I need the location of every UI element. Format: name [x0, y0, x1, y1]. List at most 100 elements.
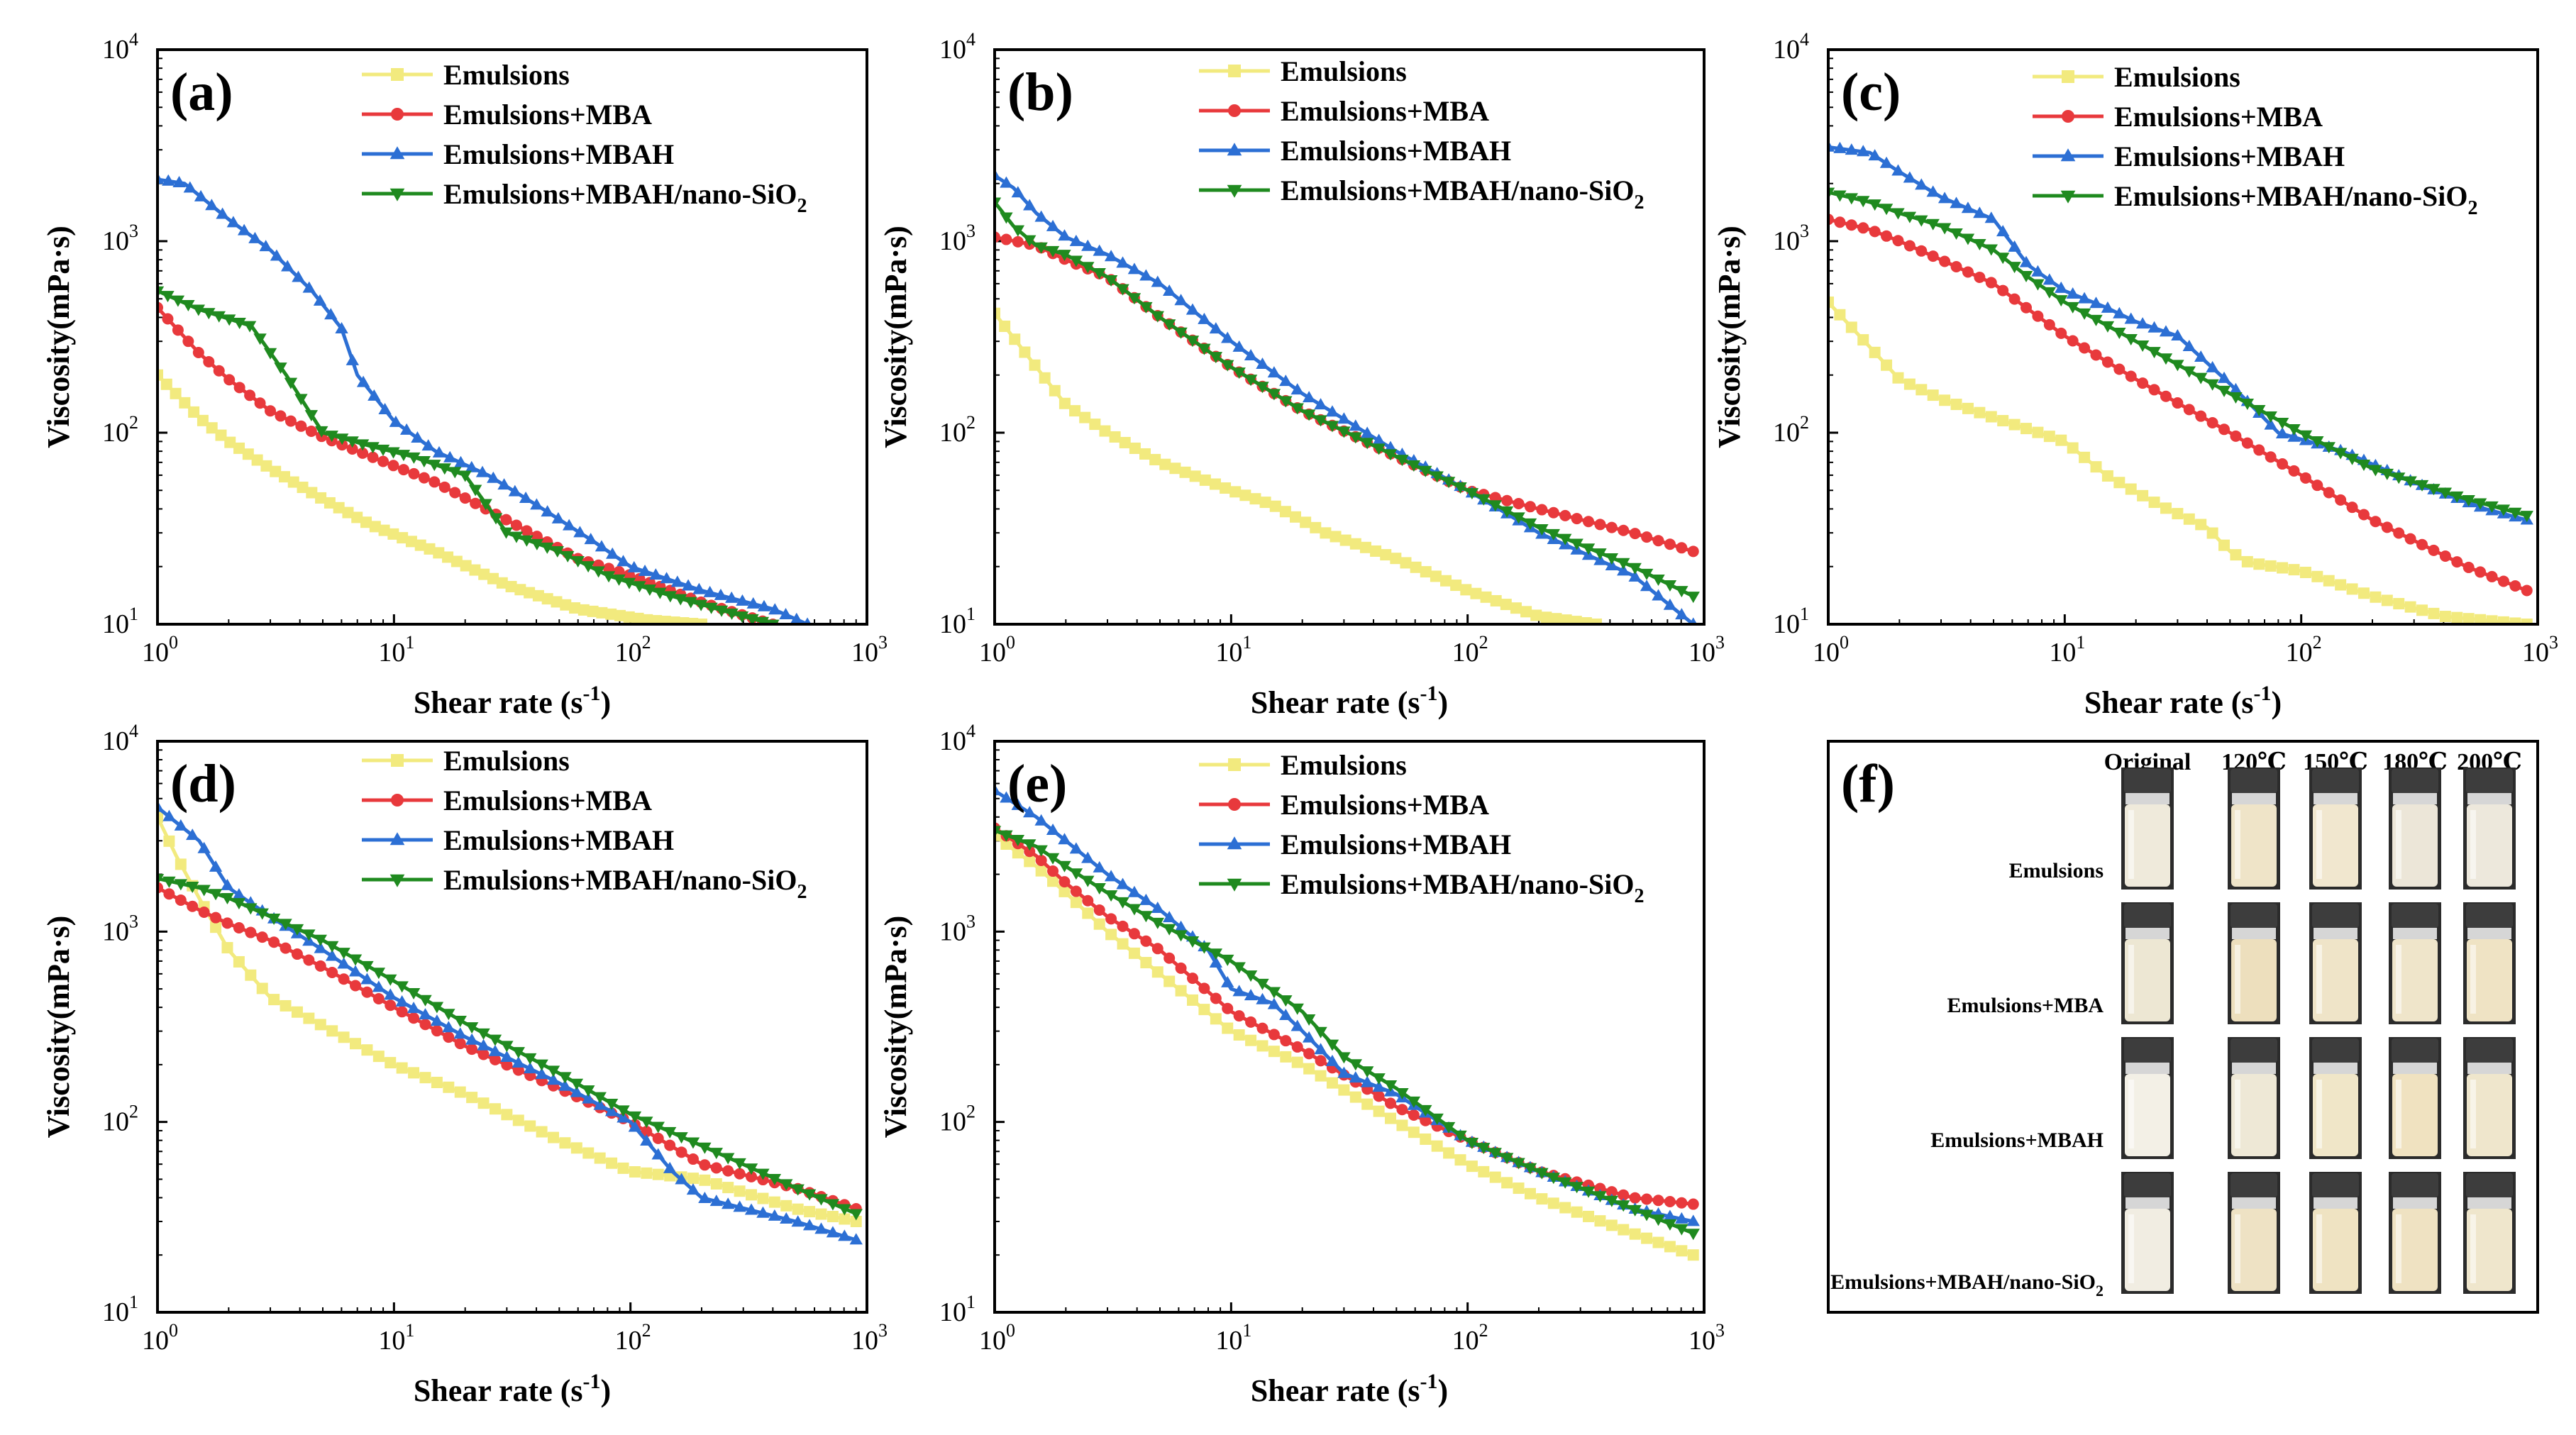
panel-label: (b)	[1007, 62, 1073, 122]
vial-liquid	[2313, 1074, 2358, 1156]
data-point	[1466, 1160, 1478, 1173]
data-point	[1117, 938, 1129, 950]
data-point	[704, 602, 718, 614]
data-point	[1081, 875, 1095, 887]
data-point	[2137, 489, 2149, 502]
data-point	[1070, 885, 1082, 897]
data-point	[2019, 255, 2033, 267]
data-point	[1198, 343, 1211, 355]
data-point	[1169, 462, 1181, 475]
plot-frame	[156, 740, 868, 1314]
data-point	[1256, 382, 1269, 394]
data-point	[1501, 1177, 1513, 1189]
legend-label-text: Emulsions+MBAH	[443, 138, 674, 170]
data-point	[1937, 192, 1952, 204]
y-tick-exponent: 3	[129, 221, 138, 241]
data-point	[1228, 65, 1241, 77]
y-tick-label: 104	[102, 721, 138, 756]
data-point	[2323, 575, 2335, 587]
data-point	[1019, 346, 1031, 358]
data-point	[1093, 244, 1106, 256]
data-point	[1547, 1197, 1559, 1209]
x-tick-label: 102	[1452, 632, 1488, 667]
data-point	[326, 966, 338, 978]
data-point	[1962, 266, 1974, 278]
data-point	[1605, 521, 1618, 533]
legend-label-text: Emulsions	[1281, 55, 1407, 87]
data-point	[735, 611, 749, 623]
y-tick-exponent: 3	[129, 911, 138, 931]
data-point	[628, 1120, 642, 1132]
data-point	[1012, 847, 1024, 859]
data-point	[684, 597, 697, 609]
legend-label-subscript: 2	[1634, 885, 1644, 907]
data-point	[1269, 500, 1281, 512]
data-point	[560, 599, 572, 611]
data-point	[1279, 995, 1293, 1007]
data-point	[468, 484, 482, 497]
data-point	[1023, 839, 1037, 851]
data-point	[192, 346, 204, 358]
data-point	[2428, 544, 2440, 556]
data-point	[1174, 327, 1188, 339]
data-point	[722, 1182, 734, 1194]
y-tick-base: 10	[102, 609, 129, 639]
data-point	[198, 907, 210, 919]
data-point	[2183, 404, 2195, 416]
data-point	[245, 926, 257, 938]
data-point	[202, 308, 216, 320]
y-tick-exponent: 3	[1800, 221, 1809, 241]
data-point	[2194, 372, 2208, 384]
data-point	[1128, 947, 1140, 959]
data-point	[367, 389, 381, 401]
data-point	[1009, 333, 1021, 345]
data-point	[1244, 989, 1258, 1001]
data-point	[1349, 1091, 1361, 1103]
data-point	[1845, 193, 1859, 205]
x-tick-label: 100	[142, 1320, 178, 1356]
data-point	[512, 1056, 525, 1068]
data-point	[1372, 1073, 1386, 1085]
x-tick-exponent: 3	[1715, 1320, 1725, 1341]
data-point	[1652, 1214, 1665, 1226]
legend-label: Emulsions+MBAH	[443, 138, 674, 170]
data-point	[302, 281, 316, 293]
data-point	[1833, 190, 1847, 202]
data-point	[1227, 878, 1242, 892]
data-point	[558, 1072, 572, 1084]
x-tick-label: 100	[979, 1320, 1015, 1356]
data-point	[221, 878, 234, 890]
data-point	[1185, 936, 1200, 948]
data-point	[2206, 360, 2219, 372]
data-point	[1232, 340, 1246, 352]
data-point	[1105, 913, 1117, 925]
data-point	[838, 1229, 851, 1241]
data-point	[687, 618, 699, 624]
data-point	[2090, 349, 2102, 361]
data-point	[315, 492, 327, 504]
data-point	[1325, 405, 1339, 417]
vial-highlight	[2316, 810, 2322, 879]
data-point	[1383, 1080, 1398, 1092]
vial-liquid	[2313, 939, 2358, 1021]
data-point	[2229, 382, 2243, 394]
data-point	[1640, 1209, 1654, 1221]
x-tick-base: 10	[979, 638, 1006, 667]
data-point	[1163, 975, 1176, 987]
data-point	[1314, 1026, 1327, 1038]
data-point	[2021, 301, 2033, 314]
data-point	[1628, 563, 1642, 575]
data-point	[768, 1173, 782, 1185]
data-point	[163, 888, 175, 900]
data-point	[221, 917, 233, 929]
data-point	[699, 1174, 711, 1186]
vial-cap	[2230, 769, 2277, 793]
data-point	[1443, 1147, 1455, 1159]
data-point	[1410, 561, 1422, 573]
data-point	[2077, 308, 2091, 320]
data-point	[640, 1117, 653, 1129]
photo-row-label-text: Emulsions+MBAH	[1930, 1129, 2104, 1152]
vial-liquid	[2125, 1209, 2170, 1291]
data-point	[2287, 424, 2301, 436]
data-point	[244, 903, 258, 915]
